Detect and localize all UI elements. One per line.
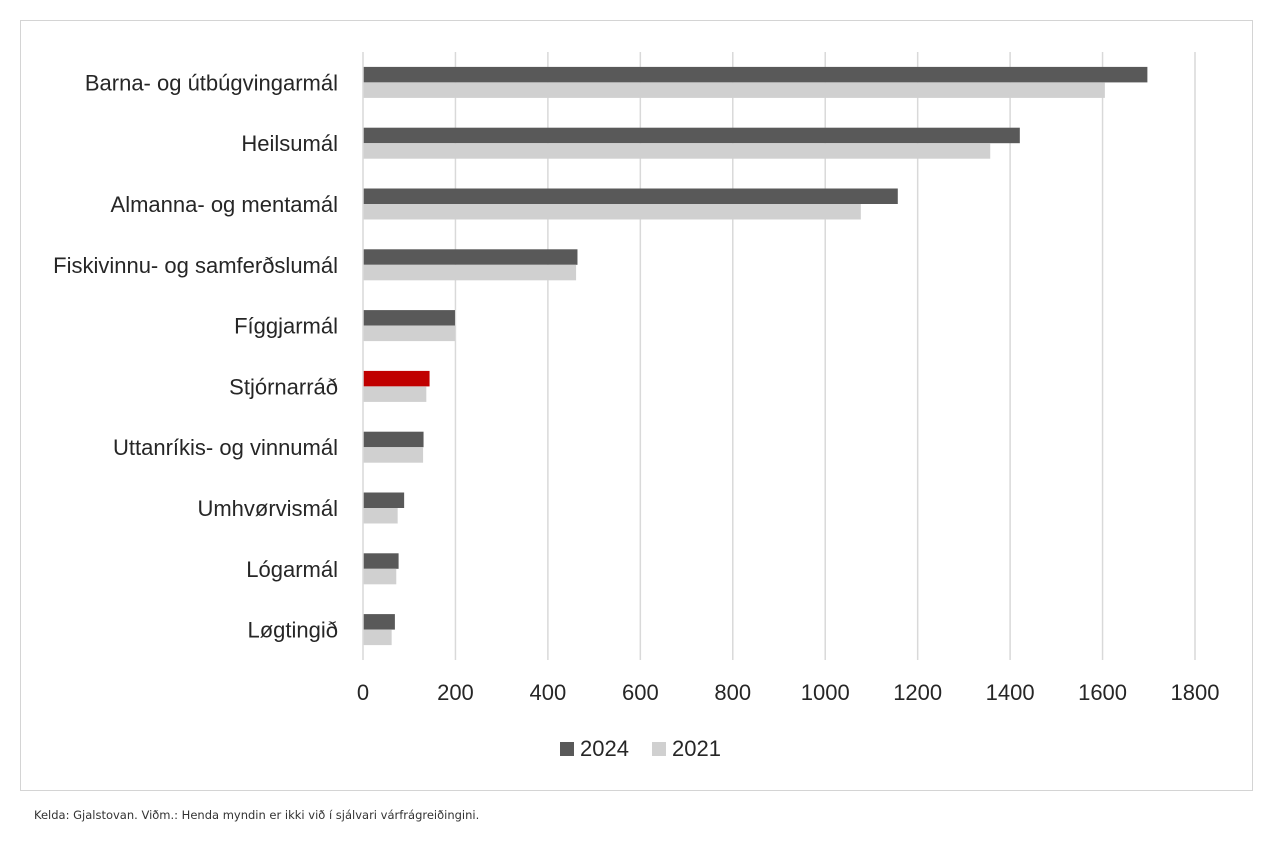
bar-2024-4 [363,310,455,326]
bar-2021-8 [363,568,397,585]
legend-label-2024: 2024 [580,736,629,761]
legend-swatch-2024 [560,742,574,756]
bar-2024-7 [363,492,405,508]
bar-2021-7 [363,508,398,524]
bar-2024-0 [363,66,1148,83]
bar-2021-3 [363,264,577,281]
bar-2024-2 [363,188,898,204]
x-tick-label-200: 200 [437,680,474,705]
source-footnote: Kelda: Gjalstovan. Viðm.: Henda myndin e… [34,808,480,822]
category-label-8: Lógarmál [246,557,338,582]
category-label-7: Umhvørvismál [197,496,338,521]
legend-label-2021: 2021 [672,736,721,761]
category-label-1: Heilsumál [241,131,338,156]
bar-2024-8 [363,553,399,569]
bar-2021-1 [363,143,991,159]
bar-2021-0 [363,82,1105,98]
x-tick-label-1000: 1000 [801,680,850,705]
bar-2024-3 [363,249,578,265]
x-tick-label-1200: 1200 [893,680,942,705]
category-labels: Barna- og útbúgvingarmál Heilsumál Almanna… [53,70,338,642]
bar-2024-6 [363,431,424,448]
x-tick-label-1400: 1400 [986,680,1035,705]
category-label-4: Fíggjarmál [234,314,338,339]
bar-2021-4 [363,325,455,342]
bar-2021-5 [363,386,427,402]
category-label-6: Uttanríkis- og vinnumál [113,435,338,460]
bars [363,66,1148,646]
bar-2024-5 [363,370,430,387]
bar-2024-1 [363,127,1020,144]
bar-2024-9 [363,614,395,630]
bar-2021-9 [363,629,392,646]
category-label-5: Stjórnarráð [229,374,338,399]
x-tick-label-600: 600 [622,680,659,705]
x-tick-label-1600: 1600 [1078,680,1127,705]
category-label-2: Almanna- og mentamál [111,192,338,217]
bar-2021-2 [363,204,861,220]
legend-swatch-2021 [652,742,666,756]
x-tick-label-400: 400 [530,680,567,705]
category-label-9: Løgtingið [247,618,338,643]
x-tick-label-800: 800 [714,680,751,705]
bar-2021-6 [363,447,424,463]
category-label-0: Barna- og útbúgvingarmál [85,70,338,95]
legend: 2024 2021 [560,736,721,761]
x-tick-label-1800: 1800 [1171,680,1220,705]
x-tick-label-0: 0 [357,680,369,705]
x-tick-labels: 0 200 400 600 800 1000 1200 1400 1600 1800 [357,680,1220,705]
category-label-3: Fiskivinnu- og samferðslumál [53,253,338,278]
